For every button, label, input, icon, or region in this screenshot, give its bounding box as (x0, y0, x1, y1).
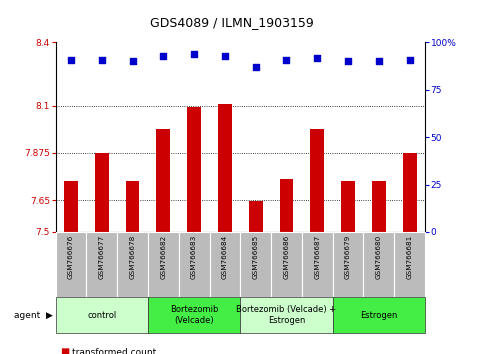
Text: GSM766686: GSM766686 (284, 235, 289, 279)
Bar (218, 103, 232, 232)
Text: control: control (87, 310, 116, 320)
Bar (86, 232, 117, 297)
Bar (341, 181, 355, 232)
Bar (148, 232, 179, 297)
Text: GDS4089 / ILMN_1903159: GDS4089 / ILMN_1903159 (150, 16, 314, 29)
Bar (56, 232, 86, 297)
Bar (240, 297, 333, 333)
Bar (333, 297, 425, 333)
Point (313, 55, 321, 61)
Bar (126, 181, 140, 232)
Bar (56, 297, 148, 333)
Point (190, 51, 198, 57)
Bar (240, 232, 271, 297)
Text: GSM766680: GSM766680 (376, 235, 382, 279)
Text: Bortezomib
(Velcade): Bortezomib (Velcade) (170, 306, 218, 325)
Bar (271, 232, 302, 297)
Text: GSM766677: GSM766677 (99, 235, 105, 279)
Point (159, 53, 167, 58)
Bar (249, 201, 263, 232)
Text: agent  ▶: agent ▶ (14, 310, 53, 320)
Bar (364, 232, 394, 297)
Point (406, 57, 413, 62)
Bar (333, 232, 364, 297)
Text: GSM766678: GSM766678 (129, 235, 136, 279)
Text: Estrogen: Estrogen (360, 310, 398, 320)
Bar (280, 179, 293, 232)
Bar (302, 232, 333, 297)
Bar (64, 181, 78, 232)
Text: GSM766687: GSM766687 (314, 235, 320, 279)
Text: GSM766676: GSM766676 (68, 235, 74, 279)
Text: GSM766679: GSM766679 (345, 235, 351, 279)
Bar (179, 232, 210, 297)
Bar (148, 297, 241, 333)
Point (283, 57, 290, 62)
Text: GSM766684: GSM766684 (222, 235, 228, 279)
Bar (210, 232, 240, 297)
Bar (372, 181, 386, 232)
Text: GSM766682: GSM766682 (160, 235, 166, 279)
Text: GSM766685: GSM766685 (253, 235, 259, 279)
Text: ■: ■ (60, 347, 70, 354)
Point (344, 58, 352, 64)
Bar (187, 107, 201, 232)
Bar (311, 129, 324, 232)
Point (67, 57, 75, 62)
Bar (95, 153, 109, 232)
Point (252, 64, 259, 70)
Text: Bortezomib (Velcade) +
Estrogen: Bortezomib (Velcade) + Estrogen (236, 306, 337, 325)
Point (98, 57, 106, 62)
Text: GSM766683: GSM766683 (191, 235, 197, 279)
Point (128, 58, 136, 64)
Bar (156, 129, 170, 232)
Text: GSM766681: GSM766681 (407, 235, 412, 279)
Bar (117, 232, 148, 297)
Point (221, 53, 229, 58)
Text: transformed count: transformed count (72, 348, 156, 354)
Point (375, 58, 383, 64)
Bar (394, 232, 425, 297)
Bar (403, 153, 416, 232)
